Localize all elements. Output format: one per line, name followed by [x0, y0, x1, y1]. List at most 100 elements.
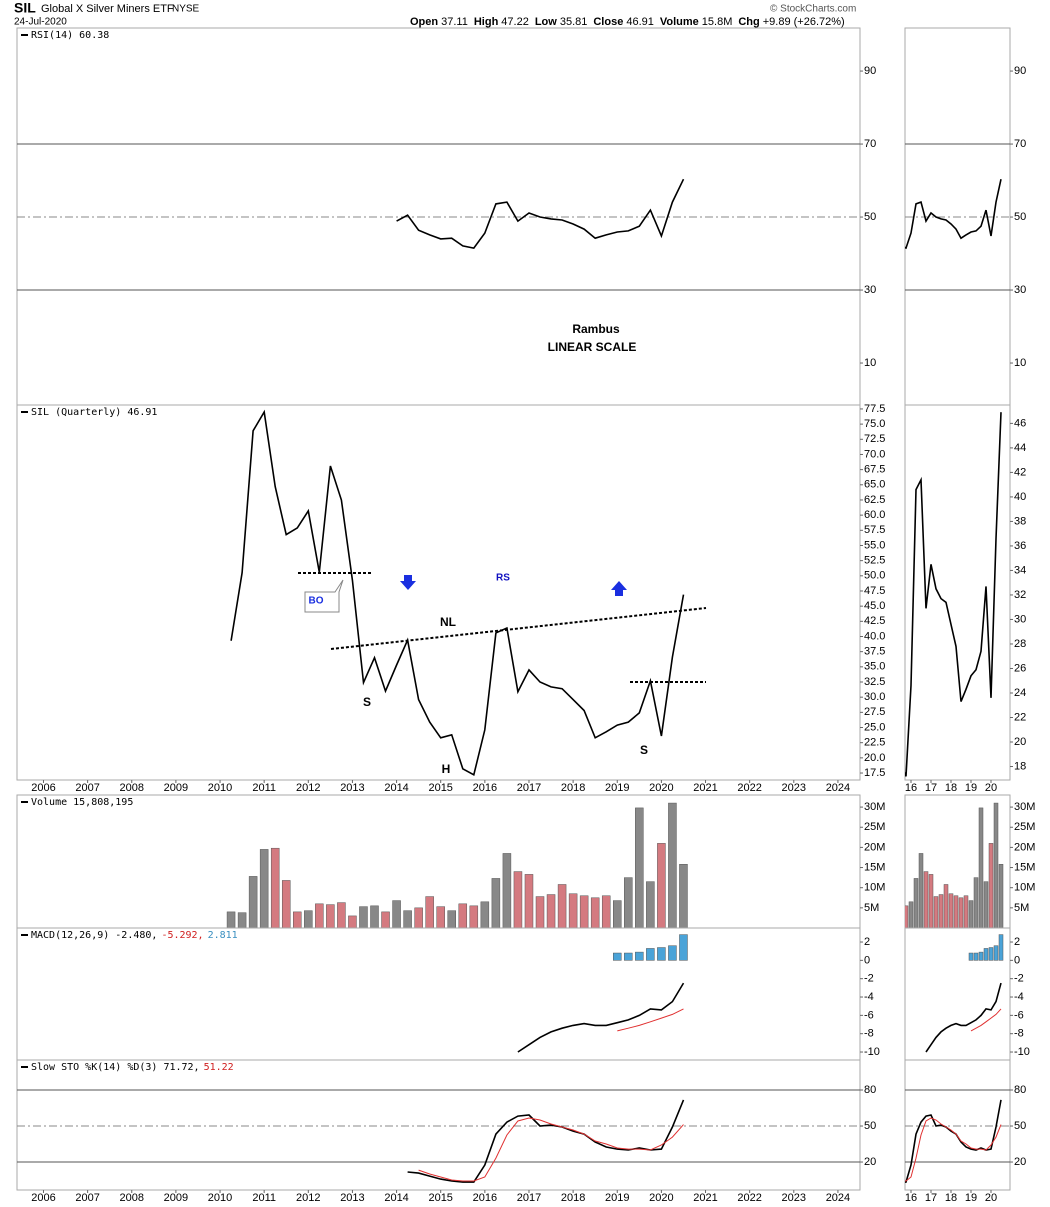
y-tick-label: 25M — [864, 821, 885, 833]
y-tick-label: 20.0 — [864, 752, 885, 764]
legend-part: 51.22 — [204, 1062, 234, 1073]
x-tick-label: 2014 — [384, 782, 408, 794]
y-tick-label: 0 — [864, 954, 870, 966]
histogram-bar — [968, 952, 974, 961]
volume-bar — [923, 871, 929, 929]
y-tick-label: 80 — [1014, 1084, 1026, 1096]
y-tick-label: 22.5 — [864, 737, 885, 749]
volume-bar — [348, 915, 357, 929]
plot-area — [407, 1099, 685, 1183]
y-tick-label: 5M — [1014, 902, 1029, 914]
series-line — [517, 982, 685, 1053]
y-tick-label: 20 — [864, 1156, 876, 1168]
volume-bar — [899, 904, 903, 928]
volume-bar — [958, 897, 964, 929]
y-tick-label: -2 — [864, 973, 874, 985]
copyright: © StockCharts.com — [770, 4, 856, 15]
x-tick-label: 16 — [905, 782, 917, 794]
series-line — [905, 1099, 1002, 1183]
x-tick-label: 17 — [925, 782, 937, 794]
volume-bar — [502, 853, 512, 929]
symbol: SIL — [14, 0, 36, 16]
y-tick-label: 25.0 — [864, 721, 885, 733]
y-tick-label: 26 — [1014, 662, 1026, 674]
x-tick-label: 2022 — [737, 1192, 761, 1204]
y-tick-label: 38 — [1014, 515, 1026, 527]
y-tick-label: 40.0 — [864, 630, 885, 642]
series-line — [905, 179, 1002, 250]
y-tick-label: 30 — [1014, 284, 1026, 296]
y-tick-label: 36 — [1014, 540, 1026, 552]
x-tick-label: 2021 — [693, 1192, 717, 1204]
y-tick-label: 20 — [1014, 1156, 1026, 1168]
y-tick-label: 50 — [1014, 1120, 1026, 1132]
volume-bar — [546, 894, 556, 929]
y-tick-label: -4 — [864, 991, 874, 1003]
y-tick-label: -4 — [1014, 991, 1024, 1003]
y-tick-label: 52.5 — [864, 555, 885, 567]
volume-bar — [918, 853, 924, 929]
x-tick-label: 2024 — [826, 1192, 850, 1204]
plot-area — [517, 934, 688, 1053]
volume-bar — [953, 895, 959, 929]
plot-area — [396, 178, 685, 249]
series-line — [925, 982, 1002, 1053]
panel-legend: Volume 15,808,195 — [21, 797, 133, 808]
x-tick-label: 2013 — [340, 1192, 364, 1204]
y-tick-label: 30 — [1014, 613, 1026, 625]
volume-bar — [513, 871, 523, 929]
x-tick-label: 2022 — [737, 782, 761, 794]
head-label: H — [442, 762, 451, 776]
y-tick-label: 10M — [1014, 882, 1035, 894]
y-tick-label: 0 — [1014, 954, 1020, 966]
volume-bar — [601, 895, 611, 929]
y-tick-label: -6 — [1014, 1009, 1024, 1021]
volume-bar — [557, 884, 567, 929]
series-line — [418, 1117, 684, 1182]
volume-bar — [834, 904, 838, 928]
x-tick-label: 2011 — [252, 1192, 276, 1204]
y-tick-label: 42 — [1014, 466, 1026, 478]
legend-text: Slow STO %K(14) %D(3) 71.72, 51.22 — [31, 1062, 234, 1073]
quote-value: 47.22 — [501, 16, 529, 28]
x-tick-label: 2009 — [164, 782, 188, 794]
volume-bar — [480, 901, 490, 929]
x-tick-label: 2016 — [473, 782, 497, 794]
y-tick-label: 30M — [864, 801, 885, 813]
quote-label: Low — [535, 16, 557, 28]
y-tick-label: 50 — [864, 211, 876, 223]
panel-frame — [904, 404, 1011, 781]
series-line — [970, 1008, 1002, 1032]
panel-legend: SIL (Quarterly) 46.91 — [21, 407, 157, 418]
x-tick-label: 2021 — [693, 782, 717, 794]
date: 24-Jul-2020 — [14, 17, 67, 28]
volume-bar — [326, 904, 335, 929]
y-tick-label: -8 — [1014, 1028, 1024, 1040]
legend-part: Volume 15,808,195 — [31, 797, 133, 808]
panel-frame — [16, 1059, 861, 1191]
volume-bar — [978, 807, 984, 929]
volume-bar — [381, 911, 390, 929]
quote-label: Open — [410, 16, 438, 28]
rs2-label: S — [640, 743, 648, 757]
volume-bar — [524, 874, 534, 929]
volume-bar — [973, 877, 979, 929]
x-tick-label: 19 — [965, 782, 977, 794]
volume-bar — [315, 903, 324, 929]
y-tick-label: 50.0 — [864, 570, 885, 582]
y-tick-label: 40 — [1014, 491, 1026, 503]
y-tick-label: 15M — [1014, 861, 1035, 873]
y-tick-label: 55.0 — [864, 539, 885, 551]
quote-label: Chg — [738, 16, 759, 28]
volume-bar — [237, 912, 247, 929]
series-line — [617, 1008, 684, 1032]
security-name: Global X Silver Miners ETF — [41, 3, 174, 15]
x-tick-label: 17 — [925, 1192, 937, 1204]
volume-bar — [259, 849, 269, 929]
histogram-bar — [646, 948, 655, 961]
x-tick-label: 2013 — [340, 782, 364, 794]
y-tick-label: 10 — [864, 357, 876, 369]
exchange: NYSE — [172, 4, 200, 15]
histogram-bar — [613, 952, 622, 961]
